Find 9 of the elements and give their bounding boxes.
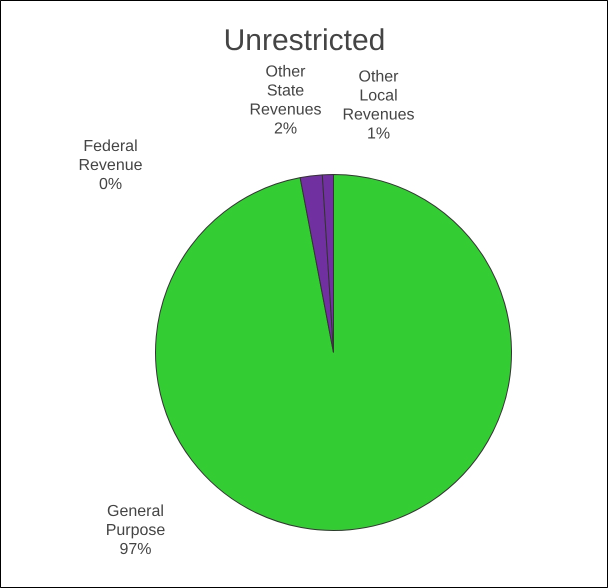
data-label: 1% bbox=[366, 126, 390, 142]
category-label: Federal Revenue bbox=[78, 138, 143, 174]
slice-label: General Purpose bbox=[106, 503, 166, 539]
text: 0% bbox=[98, 176, 122, 193]
slice-label: Other Local Revenues bbox=[342, 68, 415, 124]
slice-label: Other State Revenues bbox=[249, 64, 322, 118]
chart-title: Unrestricted bbox=[224, 24, 386, 57]
data-label: 97% bbox=[119, 541, 152, 558]
data-label: 2% bbox=[274, 120, 298, 138]
